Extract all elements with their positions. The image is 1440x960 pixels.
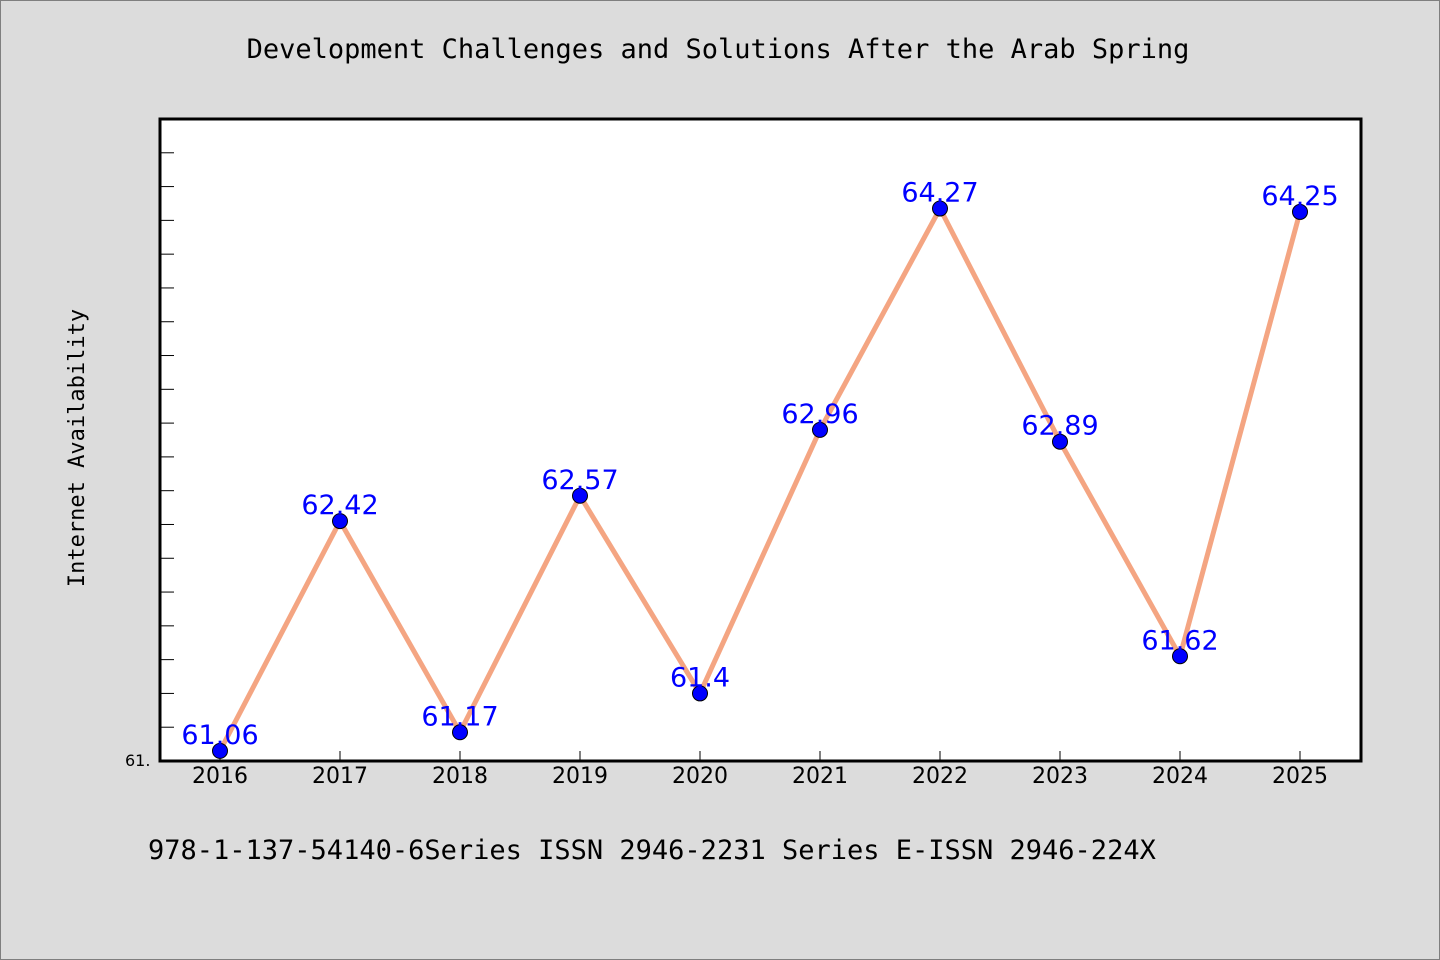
y-tick-label: 61. bbox=[125, 751, 150, 770]
y-axis-label: Internet Availability bbox=[65, 309, 90, 587]
plot-area bbox=[158, 117, 1363, 763]
data-label: 61.4 bbox=[670, 662, 730, 693]
data-label: 61.06 bbox=[181, 720, 258, 751]
data-label: 62.96 bbox=[781, 399, 858, 430]
x-tick-label: 2025 bbox=[1272, 764, 1328, 789]
data-label: 62.42 bbox=[301, 490, 378, 521]
x-tick-label: 2017 bbox=[312, 764, 368, 789]
data-markers bbox=[212, 200, 1308, 759]
x-tick-label: 2022 bbox=[912, 764, 968, 789]
y-axis-ticks bbox=[160, 118, 174, 762]
data-point bbox=[812, 421, 828, 438]
data-point bbox=[692, 685, 708, 702]
data-label: 62.57 bbox=[541, 465, 618, 496]
data-label: 61.62 bbox=[1141, 625, 1218, 656]
x-tick-label: 2021 bbox=[792, 764, 848, 789]
x-tick-label: 2024 bbox=[1152, 764, 1208, 789]
data-label: 64.25 bbox=[1261, 181, 1338, 212]
footer-isbn-text: 978-1-137-54140-6Series ISSN 2946-2231 S… bbox=[148, 835, 1156, 866]
data-point bbox=[332, 513, 348, 530]
series-line bbox=[217, 203, 1303, 753]
x-tick-label: 2016 bbox=[192, 764, 248, 789]
data-point bbox=[1172, 648, 1188, 665]
x-tick-label: 2018 bbox=[432, 764, 488, 789]
data-point bbox=[932, 200, 948, 217]
data-label: 64.27 bbox=[901, 178, 978, 209]
data-label: 62.89 bbox=[1021, 411, 1098, 442]
data-labels: 61.06 62.42 61.17 62.57 61.4 62.96 64.27 62.89 6… bbox=[181, 178, 1338, 751]
chart-title: Development Challenges and Solutions Aft… bbox=[246, 34, 1190, 65]
data-point bbox=[572, 487, 588, 504]
x-tick-label: 2019 bbox=[552, 764, 608, 789]
data-point bbox=[452, 724, 468, 741]
data-point bbox=[212, 742, 228, 759]
x-tick-label: 2023 bbox=[1032, 764, 1088, 789]
x-axis-ticks: 2016 2017 2018 2019 2020 2021 2022 2023 2024 2025 bbox=[192, 751, 1328, 789]
data-point bbox=[1292, 203, 1308, 220]
data-point bbox=[1052, 433, 1068, 450]
data-label: 61.17 bbox=[421, 701, 498, 732]
x-tick-label: 2020 bbox=[672, 764, 728, 789]
